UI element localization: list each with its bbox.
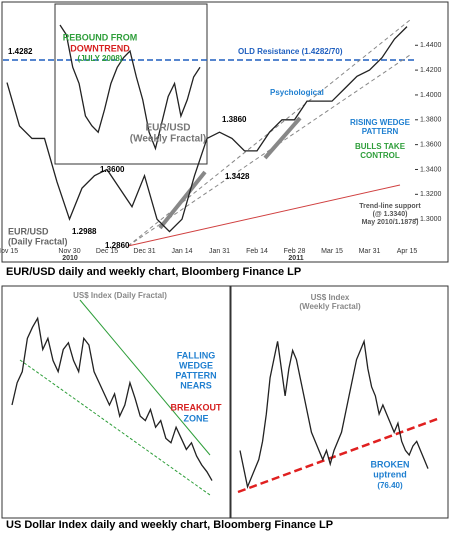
annotation: 1.2860 xyxy=(105,241,130,250)
y-tick-label: 1.3000 xyxy=(420,216,442,223)
annotation: 1.3428 xyxy=(225,172,250,181)
arrow xyxy=(158,170,207,230)
x-tick-label: Mar 15 xyxy=(321,248,343,255)
y-tick-label: 1.4200 xyxy=(420,67,442,74)
annotation: NEARS xyxy=(180,380,212,390)
annotation: (@ 1.3340) xyxy=(373,211,408,218)
y-tick-label: 1.3400 xyxy=(420,166,442,173)
annotation: CONTROL xyxy=(360,151,400,160)
x-tick-label: Dec 31 xyxy=(133,248,155,255)
price-line xyxy=(59,24,201,151)
annotation: Psychological xyxy=(270,88,324,97)
annotation: (JULY 2008) xyxy=(78,54,123,63)
x-tick-label: Apr 15 xyxy=(397,248,418,255)
annotation: BULLS TAKE xyxy=(355,142,406,151)
annotation: ZONE xyxy=(183,413,208,423)
annotation: WEDGE xyxy=(179,360,213,370)
annotation: PATTERN xyxy=(362,127,399,136)
annotation: PATTERN xyxy=(175,370,216,380)
x-tick-label: Nov 30 xyxy=(58,248,80,255)
annotation: (Weekly Fractal) xyxy=(130,134,207,145)
wedge-line xyxy=(79,299,211,456)
trend-line xyxy=(127,184,401,247)
annotation: uptrend xyxy=(373,469,407,479)
x-tick-label: Mar 31 xyxy=(359,248,381,255)
price-line xyxy=(11,316,213,481)
annotation: 1.3600 xyxy=(100,165,125,174)
annotation: REBOUND FROM xyxy=(63,32,138,42)
annotation: DOWNTREND xyxy=(70,43,130,53)
inset-frame xyxy=(54,3,208,165)
y-tick-label: 1.4000 xyxy=(420,92,442,99)
annotation: BROKEN xyxy=(370,459,409,469)
arrow xyxy=(263,116,302,160)
annotation: 1.3860 xyxy=(222,115,247,124)
annotation: 2010 xyxy=(62,255,78,262)
wedge-line xyxy=(19,359,211,496)
x-tick-label: Feb 14 xyxy=(246,248,268,255)
wedge-line xyxy=(127,19,411,247)
price-line xyxy=(6,26,408,233)
annotation: BREAKOUT xyxy=(171,402,223,412)
annotation: (76.40) xyxy=(377,481,403,490)
y-tick-label: 1.4400 xyxy=(420,42,442,49)
price-line xyxy=(239,338,429,490)
annotation: US$ Index (Daily Fractal) xyxy=(73,291,167,300)
annotation: 1.4282 xyxy=(8,47,33,56)
annotation: FALLING xyxy=(177,350,216,360)
annotation: Trend-line support xyxy=(359,203,421,210)
annotation: (Daily Fractal) xyxy=(8,236,68,246)
x-tick-label: Dec 15 xyxy=(96,248,118,255)
annotation: OLD Resistance (1.4282/70) xyxy=(238,47,343,56)
y-tick-label: 1.3800 xyxy=(420,117,442,124)
annotation: EUR/USD xyxy=(145,123,190,134)
x-tick-label: Nov 15 xyxy=(0,248,18,255)
annotation: EUR/USD xyxy=(8,226,49,236)
x-tick-label: Jan 31 xyxy=(209,248,230,255)
annotation: 2011 xyxy=(288,255,303,262)
caption: EUR/USD daily and weekly chart, Bloomber… xyxy=(6,266,301,278)
annotation: US$ Index xyxy=(311,293,350,302)
annotation: 1.2988 xyxy=(72,227,97,236)
x-tick-label: Feb 28 xyxy=(284,248,306,255)
y-tick-label: 1.3600 xyxy=(420,141,442,148)
x-tick-label: Jan 14 xyxy=(171,248,192,255)
y-tick-label: 1.3200 xyxy=(420,191,442,198)
annotation: RISING WEDGE xyxy=(350,118,411,127)
annotation: May 2010/1.1878) xyxy=(362,219,419,226)
caption: US Dollar Index daily and weekly chart, … xyxy=(6,519,333,531)
annotation: (Weekly Fractal) xyxy=(299,302,361,311)
